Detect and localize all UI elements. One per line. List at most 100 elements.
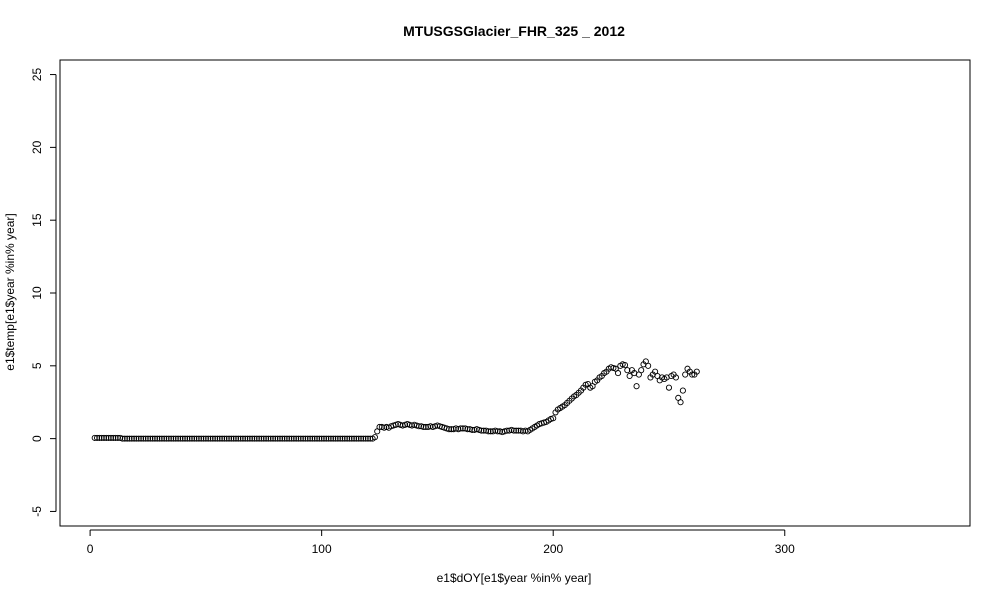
data-point: [624, 367, 631, 374]
data-point: [239, 435, 246, 442]
data-point: [415, 423, 422, 430]
data-point: [179, 435, 186, 442]
data-point: [448, 426, 455, 433]
data-point: [645, 362, 652, 369]
data-point: [279, 435, 286, 442]
data-point: [344, 435, 351, 442]
data-point: [228, 435, 235, 442]
y-tick-label: 0: [30, 435, 44, 442]
data-points: [91, 358, 700, 442]
data-point: [184, 435, 191, 442]
data-point: [286, 435, 293, 442]
data-point: [105, 434, 112, 441]
data-point: [341, 435, 348, 442]
data-point: [121, 435, 128, 442]
data-point: [177, 435, 184, 442]
data-point: [276, 435, 284, 442]
y-axis-label: e1$temp[e1$year %in% year]: [3, 213, 17, 370]
data-point: [244, 435, 251, 442]
x-tick-label: 0: [87, 542, 94, 556]
data-point: [693, 368, 700, 375]
data-point: [172, 435, 179, 442]
data-point: [316, 435, 323, 442]
y-axis: -5 0 5 10 15 20 25: [30, 68, 57, 517]
data-point: [682, 371, 689, 378]
x-tick-label: 200: [543, 542, 563, 556]
y-tick-label: 10: [30, 286, 44, 300]
data-point: [175, 435, 182, 442]
data-point: [193, 435, 200, 442]
data-point: [337, 435, 344, 442]
data-point: [94, 434, 101, 441]
data-point: [480, 427, 487, 434]
data-point: [300, 435, 307, 442]
data-point: [633, 383, 640, 390]
data-point: [325, 435, 332, 442]
data-point: [235, 435, 242, 442]
data-point: [124, 435, 131, 442]
data-point: [288, 435, 295, 442]
data-point: [156, 435, 163, 442]
data-point: [445, 426, 453, 433]
data-point: [205, 435, 212, 442]
data-point: [621, 362, 629, 369]
data-point: [371, 434, 378, 441]
data-point: [311, 435, 318, 442]
data-point: [219, 435, 226, 442]
data-point: [510, 427, 517, 434]
data-point: [207, 435, 214, 442]
data-point: [253, 435, 260, 442]
data-point: [131, 435, 138, 442]
data-point: [309, 435, 316, 442]
data-point: [265, 435, 272, 442]
data-point: [626, 372, 633, 380]
data-point: [135, 435, 142, 442]
data-point: [614, 370, 622, 377]
data-point: [464, 426, 471, 433]
data-point: [323, 435, 330, 442]
data-point: [679, 387, 686, 394]
data-point: [181, 435, 189, 442]
data-point: [295, 435, 302, 442]
data-point: [283, 435, 290, 442]
data-point: [503, 427, 510, 434]
data-point: [202, 435, 209, 442]
data-point: [158, 435, 165, 442]
data-point: [272, 435, 279, 442]
y-tick-label: 5: [30, 362, 44, 369]
y-tick-label: 25: [30, 68, 44, 82]
data-point: [364, 435, 372, 442]
data-point: [376, 423, 383, 431]
data-point: [258, 435, 265, 442]
data-point: [170, 435, 177, 442]
data-point: [221, 435, 228, 442]
data-point: [100, 434, 108, 441]
data-point: [638, 367, 645, 374]
data-point: [550, 415, 557, 422]
data-point: [260, 435, 267, 442]
data-point: [422, 423, 429, 431]
data-point: [689, 371, 696, 378]
x-axis-label: e1$dOY[e1$year %in% year]: [437, 571, 592, 585]
data-point: [103, 434, 110, 441]
data-point: [212, 435, 219, 442]
plot-frame: [59, 59, 971, 527]
data-point: [114, 434, 121, 441]
data-point: [362, 435, 369, 442]
data-point: [478, 427, 485, 434]
data-point: [149, 435, 156, 442]
data-point: [137, 435, 145, 442]
data-point: [293, 435, 300, 442]
data-point: [151, 435, 158, 442]
data-point: [188, 435, 196, 442]
data-point: [297, 435, 304, 442]
data-point: [485, 428, 492, 435]
x-axis: 0 100 200 300: [87, 529, 795, 556]
data-point: [332, 435, 339, 442]
data-point: [327, 435, 334, 442]
data-point: [112, 434, 119, 441]
data-point: [96, 434, 103, 441]
data-point: [469, 426, 476, 433]
data-point: [263, 435, 270, 442]
data-point: [302, 435, 309, 442]
